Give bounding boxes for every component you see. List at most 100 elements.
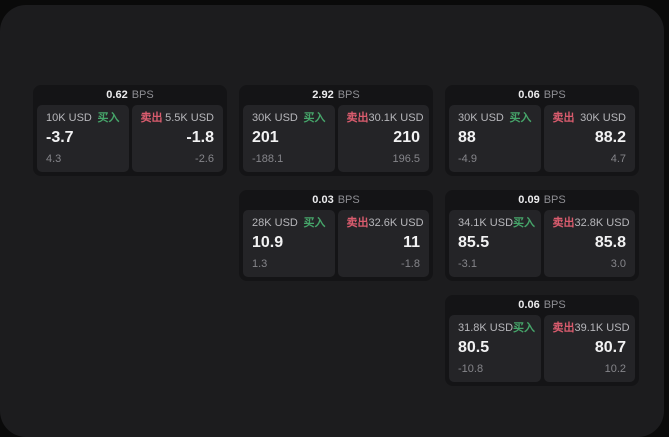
sell-quote-value: 88.2: [594, 129, 626, 146]
quote-panels: 28K USD 买入 10.9 1.3 卖出 32.6K USD 11 -1.8: [243, 210, 429, 277]
bps-value: 0.62: [106, 89, 128, 101]
buy-badge: 买入: [509, 112, 532, 124]
sell-header-row: 卖出 39.1K USD: [552, 322, 630, 335]
bps-card: 0.09 BPS 34.1K USD 买入 85.5 -3.1 卖出 32.8K…: [445, 190, 639, 281]
buy-quote-panel[interactable]: 28K USD 买入 10.9 1.3: [243, 210, 335, 277]
buy-badge: 买入: [303, 217, 326, 229]
quote-panels: 10K USD 买入 -3.7 4.3 卖出 5.5K USD -1.8 -2.…: [37, 105, 223, 172]
buy-quote-panel[interactable]: 10K USD 买入 -3.7 4.3: [37, 105, 129, 172]
sell-secondary-value: 3.0: [610, 258, 626, 270]
bps-header: 0.03 BPS: [243, 190, 429, 210]
app-panel: 0.62 BPS 10K USD 买入 -3.7 4.3 卖出 5.5K USD…: [0, 5, 664, 437]
buy-header-row: 34.1K USD 买入: [458, 217, 536, 230]
sell-quote-panel[interactable]: 卖出 5.5K USD -1.8 -2.6: [131, 105, 223, 172]
buy-secondary-value: 1.3: [252, 258, 268, 270]
buy-header-row: 30K USD 买入: [458, 112, 532, 125]
buy-quote-panel[interactable]: 31.8K USD 买入 80.5 -10.8: [449, 315, 541, 382]
buy-quote-value: 10.9: [252, 234, 284, 251]
bps-value: 0.06: [518, 89, 540, 101]
bps-unit-label: BPS: [543, 299, 566, 311]
buy-secondary-value: -3.1: [458, 258, 477, 270]
buy-header-row: 31.8K USD 买入: [458, 322, 536, 335]
sell-header-row: 卖出 32.6K USD: [346, 217, 424, 230]
bps-value: 0.06: [518, 299, 540, 311]
sell-header-row: 卖出 5.5K USD: [141, 112, 215, 125]
bps-card: 0.06 BPS 31.8K USD 买入 80.5 -10.8 卖出 39.1…: [445, 295, 639, 386]
sell-quote-panel[interactable]: 卖出 32.6K USD 11 -1.8: [337, 210, 429, 277]
quote-panels: 31.8K USD 买入 80.5 -10.8 卖出 39.1K USD 80.…: [449, 315, 635, 382]
bps-card: 0.62 BPS 10K USD 买入 -3.7 4.3 卖出 5.5K USD…: [33, 85, 227, 176]
sell-quote-value: -1.8: [186, 129, 214, 146]
sell-secondary-value: 4.7: [610, 153, 626, 165]
bps-value: 2.92: [312, 89, 334, 101]
sell-header-row: 卖出 30K USD: [553, 112, 627, 125]
buy-badge: 买入: [513, 322, 536, 334]
bps-card: 0.03 BPS 28K USD 买入 10.9 1.3 卖出 32.6K US…: [239, 190, 433, 281]
bps-unit-label: BPS: [337, 89, 360, 101]
sell-quote-value: 11: [403, 234, 420, 251]
sell-badge: 卖出: [346, 112, 369, 124]
buy-header-row: 30K USD 买入: [252, 112, 326, 125]
sell-secondary-value: 196.5: [392, 153, 420, 165]
quote-panels: 34.1K USD 买入 85.5 -3.1 卖出 32.8K USD 85.8…: [449, 210, 635, 277]
sell-quote-panel[interactable]: 卖出 30.1K USD 210 196.5: [337, 105, 429, 172]
quote-panels: 30K USD 买入 201 -188.1 卖出 30.1K USD 210 1…: [243, 105, 429, 172]
buy-quote-panel[interactable]: 30K USD 买入 88 -4.9: [449, 105, 541, 172]
buy-header-row: 10K USD 买入: [46, 112, 120, 125]
buy-amount-label: 34.1K USD: [458, 217, 514, 229]
bps-header: 0.06 BPS: [449, 295, 635, 315]
sell-quote-panel[interactable]: 卖出 39.1K USD 80.7 10.2: [543, 315, 635, 382]
buy-secondary-value: -4.9: [458, 153, 477, 165]
buy-quote-value: 80.5: [458, 339, 490, 356]
bps-value: 0.09: [518, 194, 540, 206]
bps-unit-label: BPS: [543, 194, 566, 206]
sell-amount-label: 39.1K USD: [574, 322, 630, 334]
sell-amount-label: 30.1K USD: [368, 112, 424, 124]
buy-quote-value: 88: [458, 129, 476, 146]
buy-quote-value: 85.5: [458, 234, 490, 251]
sell-quote-value: 80.7: [594, 339, 626, 356]
bps-header: 0.06 BPS: [449, 85, 635, 105]
bps-header: 0.09 BPS: [449, 190, 635, 210]
buy-secondary-value: 4.3: [46, 153, 62, 165]
sell-header-row: 卖出 30.1K USD: [346, 112, 424, 125]
sell-secondary-value: -1.8: [401, 258, 420, 270]
buy-quote-panel[interactable]: 34.1K USD 买入 85.5 -3.1: [449, 210, 541, 277]
bps-header: 2.92 BPS: [243, 85, 429, 105]
sell-amount-label: 30K USD: [580, 112, 626, 124]
bps-unit-label: BPS: [337, 194, 360, 206]
sell-badge: 卖出: [552, 112, 575, 124]
buy-amount-label: 30K USD: [252, 112, 298, 124]
buy-amount-label: 30K USD: [458, 112, 504, 124]
bps-unit-label: BPS: [543, 89, 566, 101]
quote-panels: 30K USD 买入 88 -4.9 卖出 30K USD 88.2 4.7: [449, 105, 635, 172]
sell-quote-value: 210: [393, 129, 420, 146]
buy-badge: 买入: [97, 112, 120, 124]
buy-quote-panel[interactable]: 30K USD 买入 201 -188.1: [243, 105, 335, 172]
sell-header-row: 卖出 32.8K USD: [552, 217, 630, 230]
sell-quote-panel[interactable]: 卖出 30K USD 88.2 4.7: [543, 105, 635, 172]
bps-unit-label: BPS: [131, 89, 154, 101]
sell-secondary-value: -2.6: [195, 153, 214, 165]
buy-secondary-value: -10.8: [458, 363, 484, 375]
buy-amount-label: 28K USD: [252, 217, 298, 229]
sell-badge: 卖出: [552, 217, 575, 229]
buy-header-row: 28K USD 买入: [252, 217, 326, 230]
buy-quote-value: 201: [252, 129, 279, 146]
buy-badge: 买入: [303, 112, 326, 124]
bps-card: 2.92 BPS 30K USD 买入 201 -188.1 卖出 30.1K …: [239, 85, 433, 176]
bps-value: 0.03: [312, 194, 334, 206]
sell-amount-label: 5.5K USD: [165, 112, 214, 124]
buy-amount-label: 10K USD: [46, 112, 92, 124]
buy-amount-label: 31.8K USD: [458, 322, 514, 334]
bps-header: 0.62 BPS: [37, 85, 223, 105]
quote-cards-grid: 0.62 BPS 10K USD 买入 -3.7 4.3 卖出 5.5K USD…: [33, 85, 639, 386]
sell-secondary-value: 10.2: [604, 363, 626, 375]
buy-badge: 买入: [513, 217, 536, 229]
buy-quote-value: -3.7: [46, 129, 74, 146]
bps-card: 0.06 BPS 30K USD 买入 88 -4.9 卖出 30K USD 8…: [445, 85, 639, 176]
sell-quote-panel[interactable]: 卖出 32.8K USD 85.8 3.0: [543, 210, 635, 277]
sell-badge: 卖出: [552, 322, 575, 334]
sell-badge: 卖出: [346, 217, 369, 229]
